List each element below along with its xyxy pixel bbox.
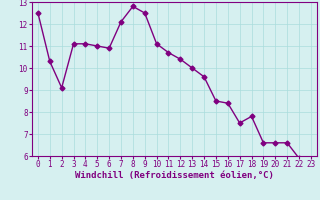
X-axis label: Windchill (Refroidissement éolien,°C): Windchill (Refroidissement éolien,°C) xyxy=(75,171,274,180)
